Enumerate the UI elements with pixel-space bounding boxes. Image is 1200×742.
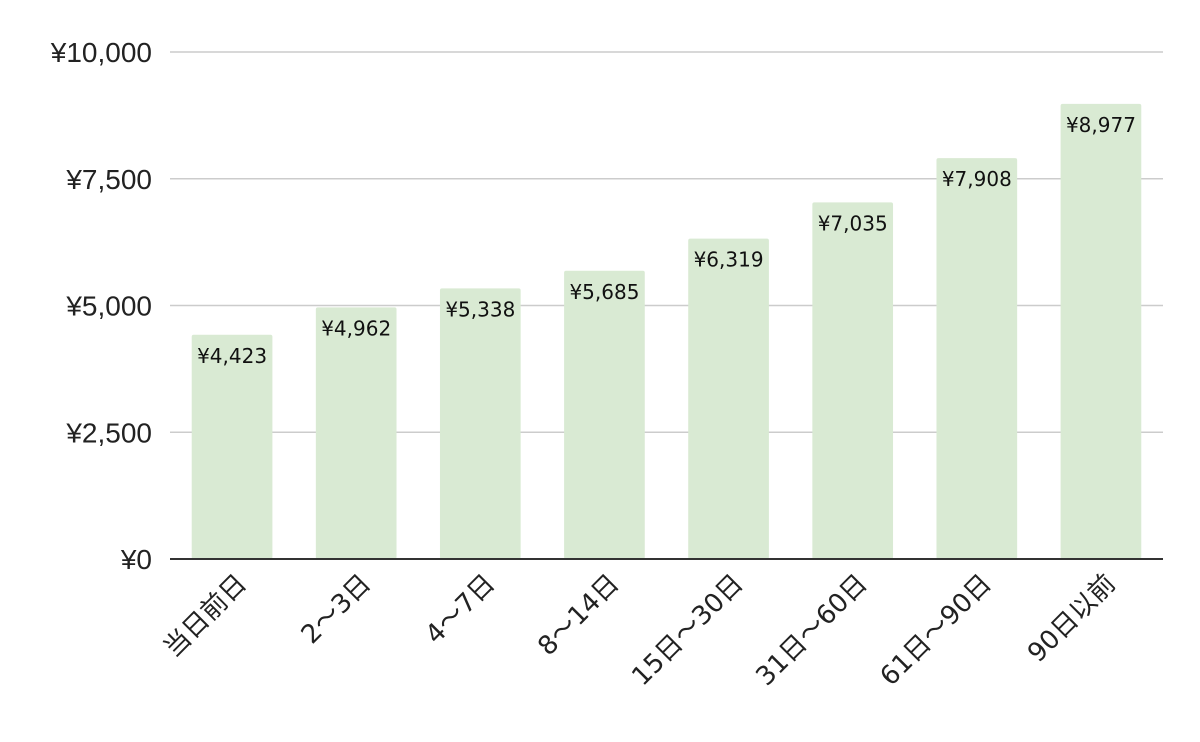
- data-labels: ¥4,423 ¥4,962 ¥5,338 ¥5,685 ¥6,319 ¥7,035 ¥7,9…: [197, 113, 1136, 368]
- y-tick-label: ¥2,500: [65, 417, 152, 448]
- x-axis-tick-labels: 当日前日 2〜3日 4〜7日 8〜14日 15日〜30日 31日〜60日 61日〜90日 90…: [158, 569, 1122, 692]
- y-tick-label: ¥7,500: [65, 164, 152, 195]
- y-tick-label: ¥0: [120, 544, 152, 575]
- x-tick-label: 2〜3日: [296, 569, 377, 650]
- data-label: ¥7,908: [942, 167, 1012, 191]
- x-tick-label: 15日〜30日: [626, 569, 749, 692]
- bar: [315, 307, 397, 559]
- data-label: ¥7,035: [818, 211, 888, 235]
- data-label: ¥6,319: [694, 248, 764, 272]
- bar: [439, 288, 521, 559]
- y-tick-label: ¥5,000: [65, 291, 152, 322]
- bar: [936, 158, 1018, 560]
- x-tick-label: 当日前日: [158, 569, 253, 664]
- bar: [812, 202, 894, 559]
- bar: [688, 238, 769, 559]
- y-tick-label: ¥10,000: [50, 37, 152, 68]
- data-label: ¥5,338: [445, 297, 515, 321]
- x-tick-label: 61日〜90日: [875, 569, 998, 692]
- data-label: ¥8,977: [1066, 113, 1136, 137]
- x-tick-label: 31日〜60日: [750, 569, 873, 692]
- bar: [1060, 103, 1142, 560]
- y-axis-tick-labels: ¥0 ¥2,500 ¥5,000 ¥7,500 ¥10,000: [50, 37, 152, 575]
- x-tick-label: 90日以前: [1022, 569, 1122, 669]
- bar: [564, 270, 645, 559]
- x-tick-label: 4〜7日: [420, 569, 501, 650]
- data-label: ¥4,962: [321, 316, 391, 340]
- bars: [191, 103, 1142, 560]
- data-label: ¥5,685: [569, 280, 639, 304]
- data-label: ¥4,423: [197, 344, 267, 368]
- x-tick-label: 8〜14日: [532, 569, 625, 662]
- bar: [191, 334, 273, 559]
